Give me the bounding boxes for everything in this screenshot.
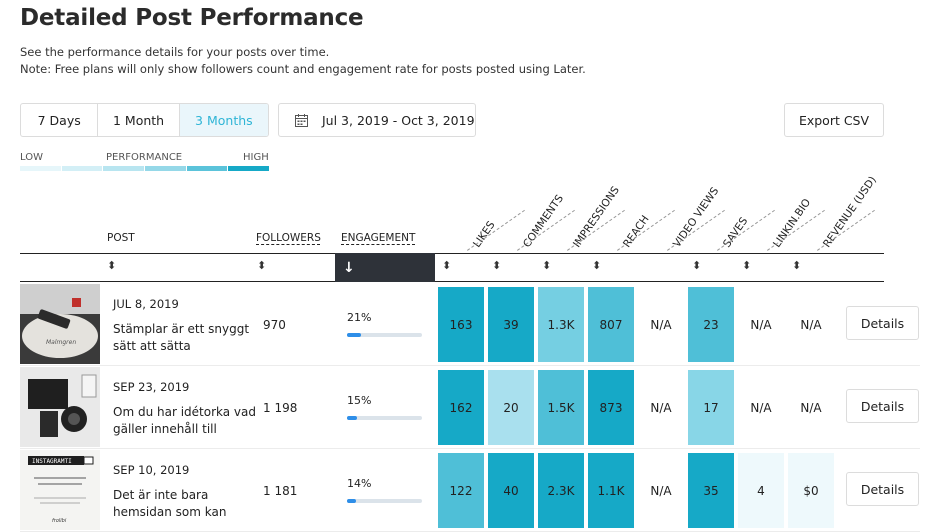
engagement-bar-fill (347, 499, 357, 503)
followers-value: 970 (263, 318, 286, 332)
legend-performance-label: PERFORMANCE (106, 152, 183, 163)
metric-cell-linkinbio: 4 (738, 453, 784, 528)
followers-value: 1 181 (263, 484, 298, 498)
engagement-value: 21% (347, 311, 372, 324)
sort-saves-icon[interactable]: ⬍ (692, 259, 702, 272)
legend-low-label: LOW (20, 152, 43, 163)
svg-text:INSTAGRAMTI: INSTAGRAMTI (32, 458, 72, 465)
metric-cell-saves: 35 (688, 453, 734, 528)
engagement-bar (347, 416, 422, 420)
tab-3-months[interactable]: 3 Months (179, 104, 268, 136)
table-row: INSTAGRAMTI frolibi SEP 10, 2019 Det är … (20, 449, 920, 532)
post-date: SEP 10, 2019 (113, 463, 190, 477)
followers-value: 1 198 (263, 401, 298, 415)
metric-cell-video-views: N/A (650, 400, 672, 415)
sort-post-icon[interactable]: ⬍ (107, 259, 117, 272)
sort-engagement-active[interactable]: ↓ (335, 253, 435, 282)
tab-1-month[interactable]: 1 Month (98, 104, 180, 136)
metric-cell-impressions: 1.3K (538, 287, 584, 362)
column-header-followers[interactable]: FOLLOWERS (256, 232, 321, 244)
page-description: See the performance details for your pos… (20, 45, 330, 59)
column-header-divider (717, 209, 775, 251)
column-header-post: POST (107, 232, 135, 244)
sort-likes-icon[interactable]: ⬍ (442, 259, 452, 272)
page-title: Detailed Post Performance (20, 5, 364, 31)
metric-cell-comments: 40 (488, 453, 534, 528)
post-thumbnail[interactable]: INSTAGRAMTI frolibi (20, 450, 100, 530)
sort-revenue-icon[interactable]: ⬍ (792, 259, 802, 272)
legend-segment (228, 166, 270, 171)
arrow-down-icon: ↓ (343, 259, 355, 276)
metric-cell-impressions: 1.5K (538, 370, 584, 445)
metric-cell-video-views: N/A (650, 483, 672, 498)
legend-high-label: HIGH (243, 152, 269, 163)
metric-cell-likes: 162 (438, 370, 484, 445)
metric-cell-revenue: $0 (788, 453, 834, 528)
sort-linkinbio-icon[interactable]: ⬍ (742, 259, 752, 272)
svg-text:Malmgren: Malmgren (46, 339, 76, 346)
metric-cell-likes: 163 (438, 287, 484, 362)
metric-cell-comments: 20 (488, 370, 534, 445)
sort-followers-icon[interactable]: ⬍ (257, 259, 267, 272)
metric-cell-saves: 23 (688, 287, 734, 362)
legend-segment (103, 166, 145, 171)
details-button[interactable]: Details (846, 306, 919, 340)
engagement-value: 15% (347, 394, 372, 407)
post-caption: Om du har idétorka vad gäller innehåll t… (113, 405, 256, 436)
date-range-tabs: 7 Days 1 Month 3 Months (20, 103, 269, 137)
table-row: SEP 23, 2019 Om du har idétorka vad gäll… (20, 366, 920, 449)
metric-cell-reach: 1.1K (588, 453, 634, 528)
metric-cell-revenue: N/A (800, 317, 822, 332)
engagement-bar (347, 499, 422, 503)
legend-segment (61, 166, 103, 171)
sort-row: ⬍ ⬍ ↓ ⬍ ⬍ ⬍ ⬍ ⬍ ⬍ ⬍ (20, 253, 884, 282)
engagement-bar-fill (347, 333, 362, 337)
metric-cell-reach: 807 (588, 287, 634, 362)
post-date: JUL 8, 2019 (113, 297, 179, 311)
metric-cell-impressions: 2.3K (538, 453, 584, 528)
post-caption: Stämplar är ett snyggt sätt att sätta (113, 322, 250, 353)
metric-cell-saves: 17 (688, 370, 734, 445)
post-caption: Det är inte bara hemsidan som kan (113, 488, 227, 519)
engagement-value: 14% (347, 477, 372, 490)
metric-cell-linkinbio: N/A (750, 400, 772, 415)
table-row: Malmgren JUL 8, 2019 Stämplar är ett sny… (20, 283, 920, 366)
legend-segment (186, 166, 228, 171)
metric-cell-video-views: N/A (650, 317, 672, 332)
legend-segment (20, 166, 61, 171)
calendar-icon (295, 113, 308, 127)
metric-cell-reach: 873 (588, 370, 634, 445)
sort-comments-icon[interactable]: ⬍ (492, 259, 502, 272)
svg-text:frolibi: frolibi (52, 518, 67, 524)
metric-cell-likes: 122 (438, 453, 484, 528)
metric-cell-revenue: N/A (800, 400, 822, 415)
tab-7-days[interactable]: 7 Days (21, 104, 99, 136)
post-thumbnail[interactable]: Malmgren (20, 284, 100, 364)
legend-segment (145, 166, 186, 171)
sort-impressions-icon[interactable]: ⬍ (542, 259, 552, 272)
post-thumbnail[interactable] (20, 367, 100, 447)
date-range-label: Jul 3, 2019 - Oct 3, 2019 (322, 112, 475, 128)
plan-note: Note: Free plans will only show follower… (20, 62, 586, 76)
post-date: SEP 23, 2019 (113, 380, 190, 394)
details-button[interactable]: Details (846, 389, 919, 423)
sort-reach-icon[interactable]: ⬍ (592, 259, 602, 272)
engagement-bar-fill (347, 416, 358, 420)
performance-legend-bar (20, 166, 270, 171)
export-csv-button[interactable]: Export CSV (784, 103, 884, 137)
column-header-divider (467, 209, 525, 251)
engagement-bar (347, 333, 422, 337)
details-button[interactable]: Details (846, 472, 919, 506)
date-range-picker[interactable]: Jul 3, 2019 - Oct 3, 2019 (278, 103, 476, 137)
metric-cell-linkinbio: N/A (750, 317, 772, 332)
metric-cell-comments: 39 (488, 287, 534, 362)
column-header-engagement[interactable]: ENGAGEMENT (341, 232, 416, 244)
